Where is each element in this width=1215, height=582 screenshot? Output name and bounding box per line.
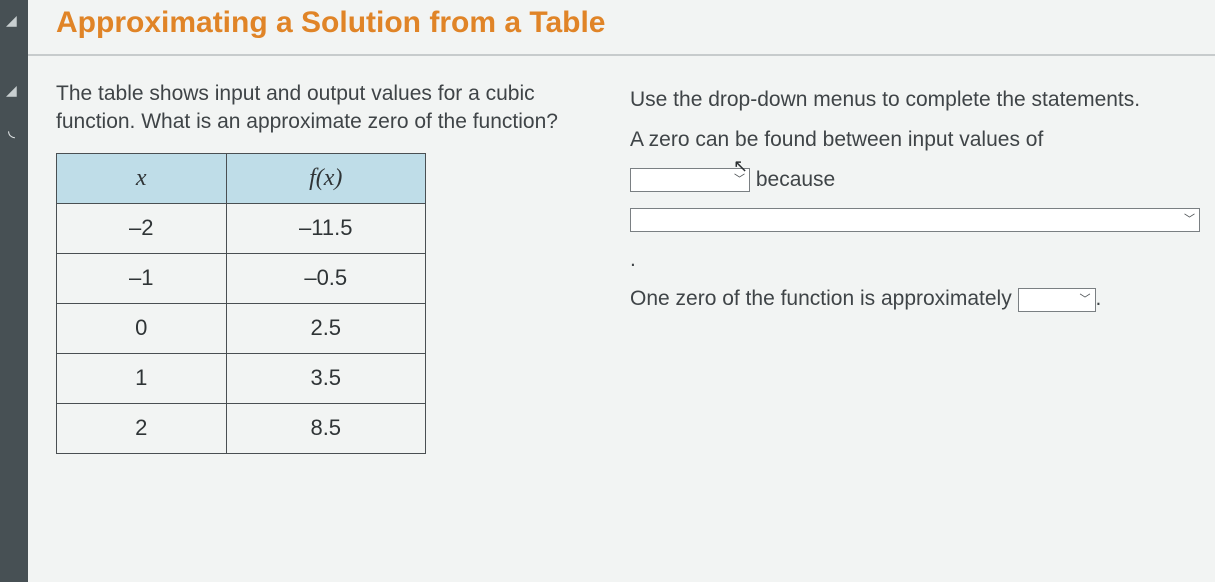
nav-marker-mid-icon: ◢ xyxy=(6,82,17,99)
statements-block: Use the drop-down menus to complete the … xyxy=(630,80,1201,319)
prompt-line-2: function. What is an approximate zero of… xyxy=(56,110,558,133)
table-row: –2 –11.5 xyxy=(57,203,426,253)
table-cell-x: 0 xyxy=(57,303,227,353)
table-header-row: x f(x) xyxy=(57,153,426,203)
table-cell-x: 1 xyxy=(57,353,227,403)
table-cell-fx: –0.5 xyxy=(226,253,426,303)
dropdown-input-values[interactable]: ﹀ xyxy=(630,168,750,192)
title-bar: Approximating a Solution from a Table xyxy=(28,0,1215,56)
question-prompt: The table shows input and output values … xyxy=(56,80,586,137)
function-table: x f(x) –2 –11.5 –1 –0.5 0 2.5 xyxy=(56,153,426,454)
table-cell-fx: 3.5 xyxy=(226,353,426,403)
left-column: The table shows input and output values … xyxy=(56,80,586,454)
table-cell-fx: 8.5 xyxy=(226,403,426,453)
table-cell-x: –1 xyxy=(57,253,227,303)
prompt-line-1: The table shows input and output values … xyxy=(56,82,535,105)
chevron-down-icon: ﹀ xyxy=(1080,289,1091,310)
statement-2: One zero of the function is approximatel… xyxy=(630,287,1012,310)
dropdown-zero-value[interactable]: ﹀ xyxy=(1018,288,1096,312)
nav-marker-top-icon: ◢ xyxy=(6,12,17,29)
statement-1b: because xyxy=(756,168,835,191)
left-nav-rail: ◢ ◢ ◟ xyxy=(0,0,28,582)
nav-marker-bottom-icon: ◟ xyxy=(8,120,15,141)
table-header-x: x xyxy=(57,153,227,203)
content-area: Approximating a Solution from a Table Th… xyxy=(28,0,1215,582)
period-2: . xyxy=(1096,287,1102,310)
table-cell-x: –2 xyxy=(57,203,227,253)
dropdown-reason[interactable]: ﹀ xyxy=(630,208,1200,232)
period-1: . xyxy=(630,248,636,271)
page-title: Approximating a Solution from a Table xyxy=(56,6,1187,40)
main-columns: The table shows input and output values … xyxy=(28,56,1215,454)
table-cell-x: 2 xyxy=(57,403,227,453)
table-row: 0 2.5 xyxy=(57,303,426,353)
table-row: –1 –0.5 xyxy=(57,253,426,303)
table-row: 2 8.5 xyxy=(57,403,426,453)
instruction-text: Use the drop-down menus to complete the … xyxy=(630,88,1140,111)
chevron-down-icon: ﹀ xyxy=(1184,210,1195,231)
right-column: Use the drop-down menus to complete the … xyxy=(630,80,1201,454)
chevron-down-icon: ﹀ xyxy=(734,170,745,191)
table-cell-fx: 2.5 xyxy=(226,303,426,353)
statement-1a: A zero can be found between input values… xyxy=(630,128,1043,151)
table-header-fx: f(x) xyxy=(226,153,426,203)
table-row: 1 3.5 xyxy=(57,353,426,403)
table-cell-fx: –11.5 xyxy=(226,203,426,253)
